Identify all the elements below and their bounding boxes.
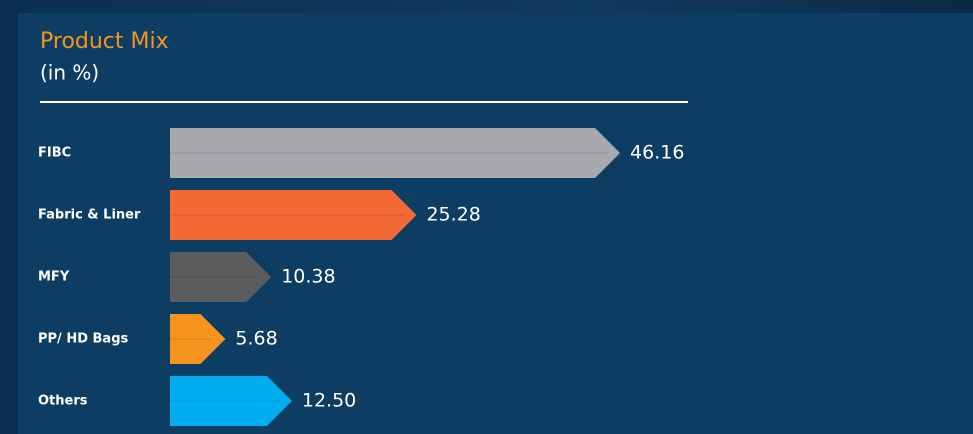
value-label: 10.38	[281, 266, 335, 288]
category-label: Others	[38, 394, 88, 409]
bar	[170, 314, 226, 364]
chart-title: Product Mix	[40, 29, 169, 54]
value-label: 25.28	[426, 204, 480, 226]
chart-subtitle: (in %)	[40, 61, 99, 85]
category-label: FIBC	[38, 146, 71, 161]
value-label: 12.50	[302, 390, 356, 412]
value-label: 5.68	[235, 328, 277, 350]
panel	[18, 13, 973, 434]
category-label: Fabric & Liner	[38, 208, 141, 223]
category-label: PP/ HD Bags	[38, 332, 129, 347]
bar	[170, 128, 621, 178]
category-label: MFY	[38, 270, 70, 285]
bar	[170, 252, 272, 302]
bar	[170, 376, 292, 426]
value-label: 46.16	[630, 142, 684, 164]
bar	[170, 190, 417, 240]
